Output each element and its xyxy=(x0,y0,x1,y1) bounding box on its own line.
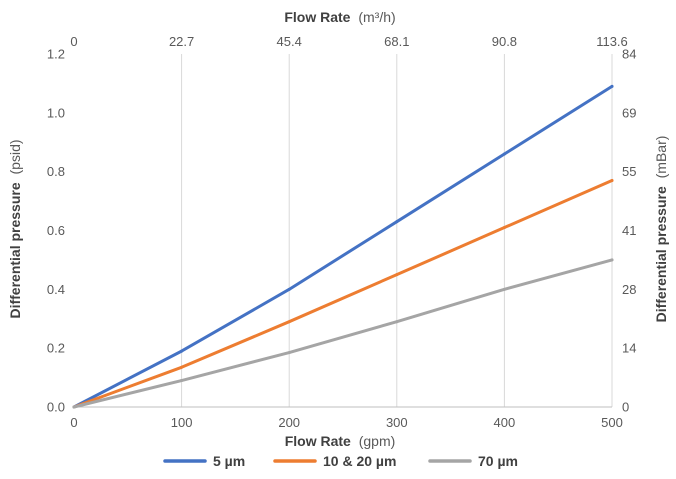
legend-label: 10 & 20 µm xyxy=(323,453,396,469)
data-point xyxy=(287,287,291,291)
bottom-axis-title-unit: (gpm) xyxy=(359,433,396,449)
data-point xyxy=(610,84,614,88)
x-axis-bottom-ticks: 0 100 200 300 400 500 xyxy=(70,415,622,430)
x-tick-label: 0 xyxy=(70,415,77,430)
legend-label: 70 µm xyxy=(478,453,518,469)
x-tick-label: 300 xyxy=(386,415,408,430)
x-tick-label: 400 xyxy=(494,415,516,430)
x2-tick-label: 0 xyxy=(70,34,77,49)
y2-tick-label: 28 xyxy=(622,282,636,297)
data-point xyxy=(180,349,184,353)
y-tick-label: 0.6 xyxy=(47,223,65,238)
top-axis-title-unit: (m³/h) xyxy=(358,9,395,25)
y-axis-right-ticks: 0 14 28 41 55 69 84 xyxy=(622,47,636,415)
x2-tick-label: 22.7 xyxy=(169,34,194,49)
x-tick-label: 500 xyxy=(601,415,623,430)
series-10-20-m xyxy=(72,178,614,409)
data-point xyxy=(395,320,399,324)
x-tick-label: 100 xyxy=(171,415,193,430)
legend-item: 10 & 20 µm xyxy=(273,453,396,469)
left-axis-title: Differential pressure (psid) xyxy=(7,139,23,318)
x2-tick-label: 68.1 xyxy=(384,34,409,49)
series-70-m xyxy=(72,258,614,409)
data-point xyxy=(502,226,506,230)
data-point xyxy=(610,178,614,182)
y-tick-label: 1.2 xyxy=(47,47,65,62)
y2-tick-label: 41 xyxy=(622,223,636,238)
x-tick-label: 200 xyxy=(278,415,300,430)
y-tick-label: 1.0 xyxy=(47,105,65,120)
bottom-axis-title-bold: Flow Rate xyxy=(285,433,351,449)
left-axis-title-bold: Differential pressure xyxy=(7,182,23,318)
x2-tick-label: 90.8 xyxy=(492,34,517,49)
data-point xyxy=(395,220,399,224)
legend-item: 5 µm xyxy=(163,453,245,469)
data-point xyxy=(287,351,291,355)
legend-label: 5 µm xyxy=(213,453,245,469)
data-point xyxy=(72,405,76,409)
data-point xyxy=(502,152,506,156)
right-axis-title-bold: Differential pressure xyxy=(653,186,669,322)
y-tick-label: 0.0 xyxy=(47,400,65,415)
top-axis-title: Flow Rate (m³/h) xyxy=(284,9,395,25)
y2-tick-label: 84 xyxy=(622,47,636,62)
x-axis-top-ticks: 0 22.7 45.4 68.1 90.8 113.6 xyxy=(70,34,627,49)
y2-tick-label: 55 xyxy=(622,164,636,179)
data-point xyxy=(395,273,399,277)
right-axis-title: Differential pressure (mBar) xyxy=(653,136,669,323)
series-line xyxy=(72,258,614,409)
y-tick-label: 0.2 xyxy=(47,341,65,356)
legend-item: 70 µm xyxy=(428,453,518,469)
grid xyxy=(181,54,613,407)
series-lines xyxy=(72,84,614,409)
top-axis-title-bold: Flow Rate xyxy=(284,9,350,25)
series-line xyxy=(72,84,614,409)
y2-tick-label: 0 xyxy=(622,400,629,415)
data-point xyxy=(287,320,291,324)
data-point xyxy=(610,258,614,262)
y-axis-left-ticks: 0.0 0.2 0.4 0.6 0.8 1.0 1.2 xyxy=(47,47,65,415)
y-tick-label: 0.4 xyxy=(47,282,65,297)
data-point xyxy=(180,379,184,383)
legend: 5 µm 10 & 20 µm 70 µm xyxy=(163,453,518,469)
series-5-m xyxy=(72,84,614,409)
y2-tick-label: 69 xyxy=(622,105,636,120)
x2-tick-label: 45.4 xyxy=(277,34,302,49)
left-axis-title-unit: (psid) xyxy=(7,139,23,174)
y-tick-label: 0.8 xyxy=(47,164,65,179)
series-line xyxy=(72,178,614,409)
data-point xyxy=(502,287,506,291)
x2-tick-label: 113.6 xyxy=(596,34,628,49)
right-axis-title-unit: (mBar) xyxy=(653,136,669,179)
y2-tick-label: 14 xyxy=(622,341,636,356)
data-point xyxy=(180,365,184,369)
bottom-axis-title: Flow Rate (gpm) xyxy=(285,433,396,449)
